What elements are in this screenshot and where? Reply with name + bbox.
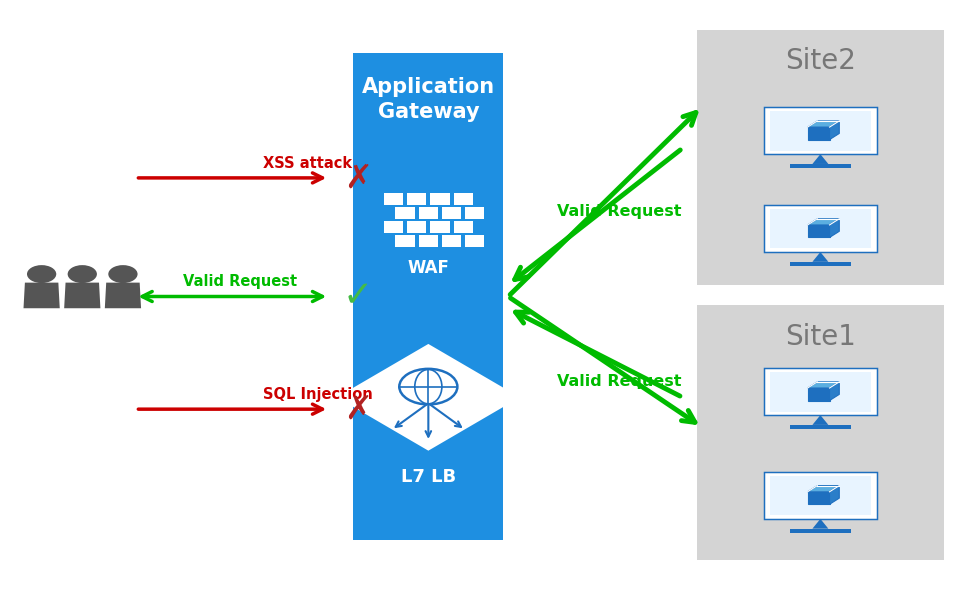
Text: Valid Request: Valid Request [557,374,681,388]
Circle shape [27,265,56,283]
Polygon shape [23,283,60,308]
Polygon shape [807,492,830,504]
FancyBboxPatch shape [453,193,473,205]
Polygon shape [807,219,839,225]
FancyBboxPatch shape [430,221,449,233]
FancyBboxPatch shape [790,164,851,168]
Polygon shape [812,519,829,529]
FancyBboxPatch shape [383,221,404,233]
FancyBboxPatch shape [396,207,415,219]
FancyBboxPatch shape [441,207,462,219]
FancyBboxPatch shape [453,221,473,233]
FancyBboxPatch shape [764,368,877,415]
Text: Valid Request: Valid Request [557,205,681,219]
Text: ✓: ✓ [343,279,374,314]
Polygon shape [830,486,839,504]
FancyBboxPatch shape [770,111,871,151]
Polygon shape [807,382,839,388]
Polygon shape [337,344,520,451]
Text: L7 LB: L7 LB [401,468,456,486]
Polygon shape [807,486,839,492]
FancyBboxPatch shape [790,529,851,533]
Polygon shape [807,388,830,400]
Text: SQL Injection: SQL Injection [263,387,373,402]
Polygon shape [812,252,829,262]
FancyBboxPatch shape [419,207,439,219]
Text: XSS attack: XSS attack [263,156,352,171]
FancyBboxPatch shape [419,235,439,247]
FancyBboxPatch shape [697,30,944,285]
FancyBboxPatch shape [396,235,415,247]
FancyBboxPatch shape [430,193,449,205]
FancyBboxPatch shape [408,221,427,233]
Polygon shape [830,219,839,237]
FancyBboxPatch shape [764,107,877,154]
Text: ✗: ✗ [345,161,372,195]
Text: Application
Gateway: Application Gateway [362,77,495,122]
Polygon shape [807,225,830,237]
Text: Valid Request: Valid Request [183,275,296,289]
FancyBboxPatch shape [383,193,404,205]
FancyBboxPatch shape [466,235,485,247]
Circle shape [108,265,137,283]
Text: Site1: Site1 [785,323,856,351]
Polygon shape [830,382,839,400]
FancyBboxPatch shape [466,207,485,219]
FancyBboxPatch shape [764,205,877,252]
Polygon shape [830,121,839,139]
FancyBboxPatch shape [764,472,877,519]
FancyBboxPatch shape [697,305,944,560]
FancyBboxPatch shape [408,193,427,205]
FancyBboxPatch shape [441,235,462,247]
FancyBboxPatch shape [353,53,503,540]
FancyBboxPatch shape [790,262,851,266]
Polygon shape [64,283,101,308]
Polygon shape [807,121,839,127]
Text: Site2: Site2 [785,47,856,75]
Circle shape [68,265,97,283]
Polygon shape [105,283,141,308]
FancyBboxPatch shape [770,372,871,412]
FancyBboxPatch shape [790,425,851,429]
Polygon shape [812,154,829,164]
FancyBboxPatch shape [770,476,871,515]
FancyBboxPatch shape [770,209,871,248]
Polygon shape [807,127,830,139]
Text: WAF: WAF [408,259,449,276]
Text: ✗: ✗ [345,393,372,426]
Polygon shape [812,415,829,425]
